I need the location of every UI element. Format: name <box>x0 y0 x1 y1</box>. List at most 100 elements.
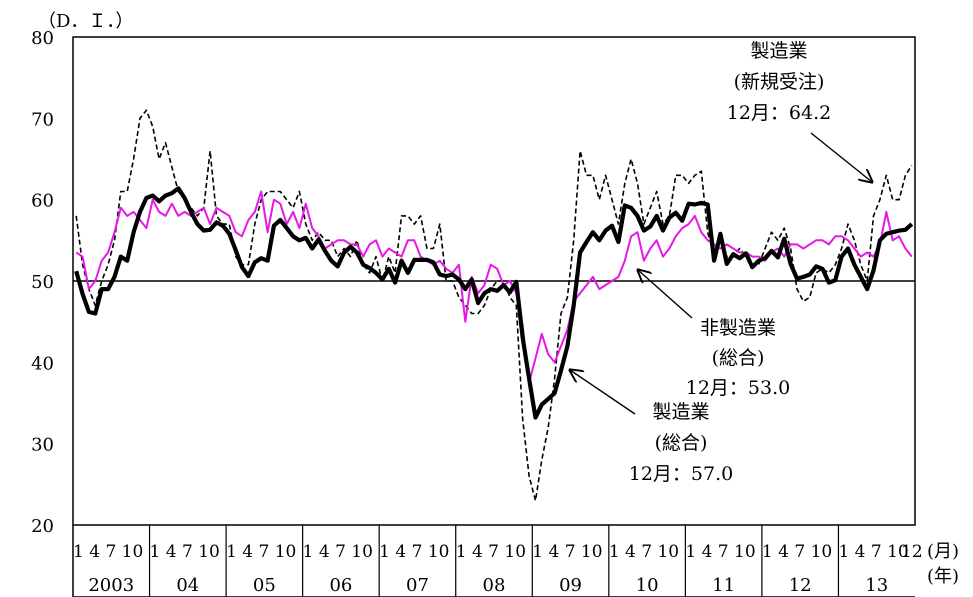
data-point <box>337 256 338 257</box>
data-point <box>605 285 606 286</box>
data-point <box>656 191 657 192</box>
data-point <box>433 248 434 249</box>
data-point <box>618 276 619 277</box>
month-tick-label: 1 4 7 10 <box>685 542 755 562</box>
month-tick-label: 1 4 7 10 <box>226 542 296 562</box>
data-point <box>752 267 753 268</box>
data-point <box>261 258 262 259</box>
data-point <box>286 199 287 200</box>
data-point <box>407 272 408 273</box>
data-point <box>688 203 689 204</box>
data-point <box>375 240 376 241</box>
data-point <box>273 225 274 226</box>
month-tick-label: 1 4 7 10 <box>609 542 679 562</box>
data-point <box>478 313 479 314</box>
y-tick-label: 60 <box>31 191 54 212</box>
data-point <box>841 236 842 237</box>
data-point <box>873 270 874 271</box>
data-point <box>694 215 695 216</box>
data-point <box>114 232 115 233</box>
data-point <box>879 199 880 200</box>
data-point <box>293 207 294 208</box>
data-point <box>331 260 332 261</box>
data-point <box>216 207 217 208</box>
data-point <box>701 232 702 233</box>
data-point <box>796 289 797 290</box>
data-point <box>267 191 268 192</box>
data-point <box>312 240 313 241</box>
data-point <box>739 248 740 249</box>
data-point <box>101 260 102 261</box>
data-point <box>560 370 561 371</box>
data-point <box>267 260 268 261</box>
data-point <box>809 297 810 298</box>
data-point <box>643 260 644 261</box>
data-point <box>458 279 459 280</box>
data-point <box>822 240 823 241</box>
data-point <box>433 262 434 263</box>
data-point <box>605 230 606 231</box>
data-point <box>356 252 357 253</box>
data-point <box>337 240 338 241</box>
data-point <box>911 224 912 225</box>
data-point <box>318 236 319 237</box>
data-point <box>120 191 121 192</box>
data-point <box>688 183 689 184</box>
data-point <box>465 305 466 306</box>
data-point <box>662 230 663 231</box>
data-point <box>350 246 351 247</box>
data-point <box>114 276 115 277</box>
data-point <box>650 207 651 208</box>
data-point <box>159 158 160 159</box>
year-tick-label: 06 <box>329 575 352 596</box>
data-point <box>847 240 848 241</box>
data-point <box>369 267 370 268</box>
data-point <box>203 207 204 208</box>
data-point <box>375 272 376 273</box>
data-point <box>707 232 708 233</box>
data-point <box>675 212 676 213</box>
data-point <box>331 244 332 245</box>
data-point <box>171 193 172 194</box>
data-point <box>280 219 281 220</box>
data-point <box>165 215 166 216</box>
data-point <box>554 362 555 363</box>
data-point <box>911 256 912 257</box>
series-line-1 <box>75 109 913 502</box>
data-point <box>299 228 300 229</box>
data-point <box>452 274 453 275</box>
data-point <box>458 297 459 298</box>
data-point <box>796 244 797 245</box>
data-point <box>286 228 287 229</box>
data-point <box>184 197 185 198</box>
data-point <box>816 240 817 241</box>
data-point <box>611 280 612 281</box>
data-point <box>841 248 842 249</box>
data-point <box>478 302 479 303</box>
data-point <box>152 126 153 127</box>
data-point <box>701 202 702 203</box>
data-point <box>133 158 134 159</box>
data-point <box>739 252 740 253</box>
data-point <box>637 215 638 216</box>
data-point <box>803 276 804 277</box>
data-point <box>567 346 568 347</box>
data-point <box>739 258 740 259</box>
data-point <box>541 459 542 460</box>
year-tick-label: 07 <box>406 575 429 596</box>
data-point <box>95 280 96 281</box>
data-point <box>197 224 198 225</box>
data-point <box>254 224 255 225</box>
annotation-non-manufacturing: 非製造業 (総合) 12月：53.0 <box>638 270 790 399</box>
data-point <box>707 204 708 205</box>
data-point <box>139 211 140 212</box>
annotation-line: 12月：64.2 <box>727 102 831 124</box>
data-point <box>650 248 651 249</box>
data-point <box>127 215 128 216</box>
data-point <box>76 252 77 253</box>
data-point <box>573 240 574 241</box>
data-point <box>707 240 708 241</box>
data-point <box>484 305 485 306</box>
data-point <box>784 238 785 239</box>
data-point <box>159 201 160 202</box>
